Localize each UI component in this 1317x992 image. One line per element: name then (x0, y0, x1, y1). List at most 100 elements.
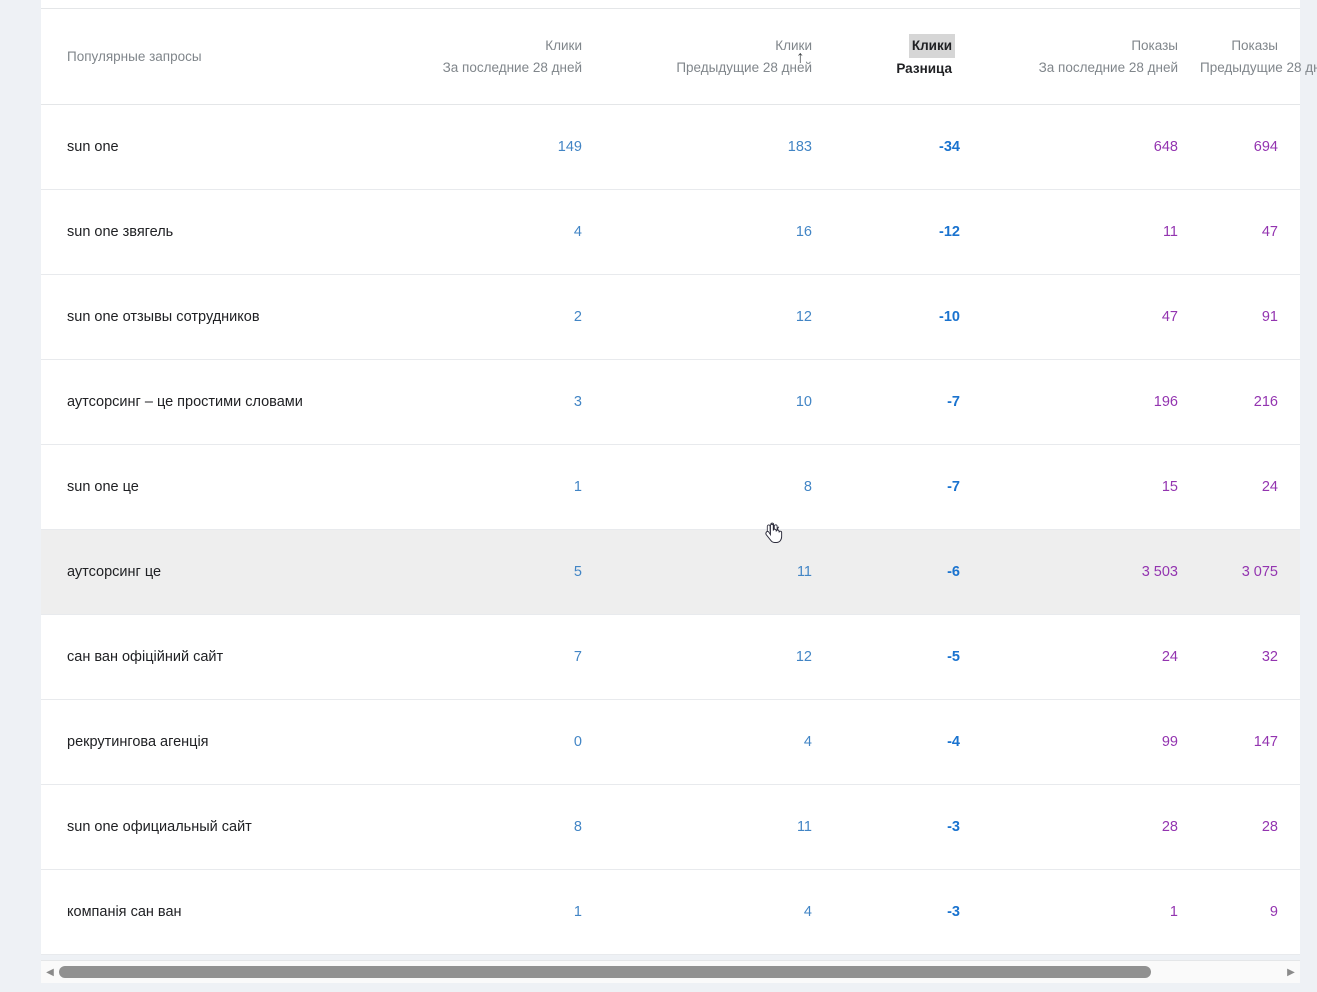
cell-impressions-prev: 47 (1200, 189, 1300, 275)
cell-impressions-last: 28 (982, 784, 1200, 870)
horizontal-scrollbar[interactable]: ◀ ▶ (41, 960, 1300, 983)
cell-clicks-diff-value: -12 (939, 224, 960, 240)
column-header-impressions-last-line2: За последние 28 дней (1038, 59, 1178, 75)
query-text: sun one отзывы сотрудников (67, 309, 260, 325)
column-header-impressions-prev[interactable]: Показы Предыдущие 28 дней (1200, 9, 1317, 105)
column-header-query[interactable]: Популярные запросы (41, 9, 386, 105)
cell-impressions-last: 24 (982, 614, 1200, 700)
cell-query[interactable]: sun one звягель (41, 189, 386, 275)
table-row[interactable]: компанія сан ван 1 4 -3 1 9 (41, 869, 1300, 955)
cell-clicks-prev-value: 8 (803, 479, 812, 495)
cell-impressions-last: 648 (982, 104, 1200, 190)
cell-query[interactable]: сан ван офіційний сайт (41, 614, 386, 700)
query-text: аутсорсинг – це простими словами (67, 394, 303, 410)
column-header-clicks-last-line2: За последние 28 дней (442, 59, 582, 75)
cell-clicks-last-value: 0 (573, 734, 582, 750)
column-header-clicks-diff[interactable]: ↑ Клики Разница (796, 9, 982, 105)
table-row[interactable]: sun one отзывы сотрудников 2 12 -10 47 91 (41, 274, 1300, 360)
table-row[interactable]: рекрутингова агенція 0 4 -4 99 147 (41, 699, 1300, 785)
cell-clicks-last: 149 (386, 104, 604, 190)
cell-clicks-last: 4 (386, 189, 604, 275)
cell-clicks-diff: -7 (834, 359, 982, 445)
table-row[interactable]: sun one звягель 4 16 -12 11 47 (41, 189, 1300, 275)
cell-clicks-last: 1 (386, 869, 604, 955)
cell-impressions-last-value: 196 (1153, 394, 1178, 410)
cell-impressions-prev-value: 28 (1261, 819, 1278, 835)
cell-clicks-last: 2 (386, 274, 604, 360)
cell-clicks-prev: 11 (604, 529, 834, 615)
cell-query[interactable]: аутсорсинг це (41, 529, 386, 615)
cell-query[interactable]: аутсорсинг – це простими словами (41, 359, 386, 445)
cell-impressions-prev-value: 147 (1253, 734, 1278, 750)
cell-clicks-diff-value: -4 (947, 734, 960, 750)
cell-clicks-prev: 16 (604, 189, 834, 275)
cell-impressions-last-value: 99 (1161, 734, 1178, 750)
cell-impressions-prev: 216 (1200, 359, 1300, 445)
cell-impressions-prev: 28 (1200, 784, 1300, 870)
cell-impressions-prev: 9 (1200, 869, 1300, 955)
cell-impressions-last-value: 3 503 (1141, 564, 1178, 580)
cell-clicks-prev-value: 12 (795, 649, 812, 665)
cell-impressions-last-value: 24 (1161, 649, 1178, 665)
cell-query[interactable]: рекрутингова агенція (41, 699, 386, 785)
cell-impressions-last: 15 (982, 444, 1200, 530)
table-row[interactable]: sun one 149 183 -34 648 694 (41, 104, 1300, 190)
table-row[interactable]: сан ван офіційний сайт 7 12 -5 24 32 (41, 614, 1300, 700)
cell-clicks-last: 8 (386, 784, 604, 870)
column-header-clicks-last[interactable]: Клики За последние 28 дней (386, 9, 604, 105)
query-text: sun one (67, 139, 119, 155)
queries-card: Популярные запросы Клики За последние 28… (41, 0, 1317, 955)
cell-clicks-last-value: 5 (573, 564, 582, 580)
table-row[interactable]: аутсорсинг це 5 11 -6 3 503 3 075 (41, 529, 1300, 615)
cell-clicks-diff: -10 (834, 274, 982, 360)
cell-clicks-diff: -12 (834, 189, 982, 275)
cell-clicks-diff: -6 (834, 529, 982, 615)
cell-clicks-prev-value: 12 (795, 309, 812, 325)
scroll-left-arrow-icon[interactable]: ◀ (46, 966, 54, 978)
cell-clicks-last: 1 (386, 444, 604, 530)
column-header-clicks-prev-line1: Клики (775, 37, 812, 53)
cell-impressions-last: 11 (982, 189, 1200, 275)
cell-impressions-prev-value: 47 (1261, 224, 1278, 240)
scrollbar-thumb[interactable] (59, 965, 1151, 978)
sort-arrow-up-icon[interactable]: ↑ (796, 47, 805, 66)
cell-clicks-last: 7 (386, 614, 604, 700)
cell-impressions-prev: 3 075 (1200, 529, 1300, 615)
cell-impressions-prev: 91 (1200, 274, 1300, 360)
cell-clicks-diff-value: -5 (947, 649, 960, 665)
cell-query[interactable]: sun one (41, 104, 386, 190)
cell-clicks-last: 0 (386, 699, 604, 785)
cell-clicks-last-value: 3 (573, 394, 582, 410)
cell-query[interactable]: sun one отзывы сотрудников (41, 274, 386, 360)
cell-clicks-prev-value: 11 (796, 564, 812, 580)
cell-clicks-diff: -5 (834, 614, 982, 700)
cell-clicks-prev: 12 (604, 614, 834, 700)
cell-clicks-prev-value: 16 (795, 224, 812, 240)
table-row[interactable]: sun one официальный сайт 8 11 -3 28 28 (41, 784, 1300, 870)
table-row[interactable]: аутсорсинг – це простими словами 3 10 -7 196… (41, 359, 1300, 445)
cell-query[interactable]: sun one це (41, 444, 386, 530)
column-header-clicks-prev[interactable]: Клики Предыдущие 28 дней (604, 9, 834, 105)
cell-impressions-prev-value: 24 (1261, 479, 1278, 495)
cell-clicks-diff: -7 (834, 444, 982, 530)
column-header-impressions-prev-line2: Предыдущие 28 дней (1200, 59, 1317, 75)
cell-clicks-prev-value: 4 (803, 734, 812, 750)
column-header-impressions-last[interactable]: Показы За последние 28 дней (982, 9, 1200, 105)
cell-clicks-diff: -3 (834, 869, 982, 955)
cell-clicks-diff: -34 (834, 104, 982, 190)
cell-impressions-last-value: 11 (1162, 224, 1178, 240)
cell-clicks-prev-value: 10 (795, 394, 812, 410)
card-top-strip (41, 0, 1300, 9)
cell-impressions-prev-value: 91 (1261, 309, 1278, 325)
cell-clicks-last-value: 2 (573, 309, 582, 325)
cell-impressions-prev: 24 (1200, 444, 1300, 530)
table-row[interactable]: sun one це 1 8 -7 15 24 (41, 444, 1300, 530)
scrollbar-track[interactable] (59, 961, 1282, 984)
cell-impressions-last: 196 (982, 359, 1200, 445)
table-body: sun one 149 183 -34 648 694 sun one звягель 4 16… (41, 104, 1300, 955)
cell-clicks-prev-value: 4 (803, 904, 812, 920)
scroll-right-arrow-icon[interactable]: ▶ (1287, 966, 1295, 978)
cell-clicks-diff-value: -6 (947, 564, 960, 580)
cell-query[interactable]: компанія сан ван (41, 869, 386, 955)
cell-query[interactable]: sun one официальный сайт (41, 784, 386, 870)
